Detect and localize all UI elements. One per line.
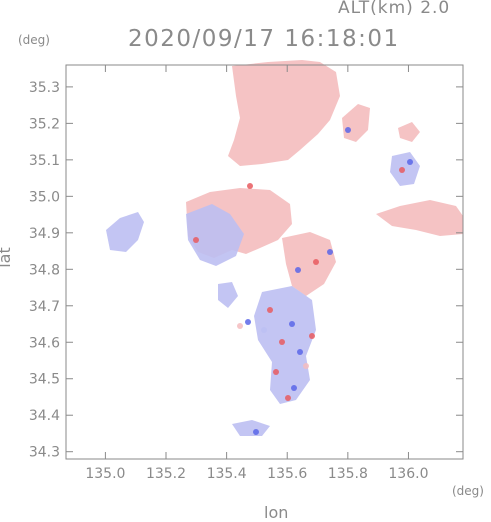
doppler-echo-layer xyxy=(106,60,463,436)
altitude-label: ALT(km) 2.0 xyxy=(338,0,451,18)
echo-speckle xyxy=(245,319,251,325)
echo-speckle xyxy=(407,159,413,165)
echo-speckle xyxy=(289,321,295,327)
y-tick-label: 34.5 xyxy=(29,372,60,388)
echo-speckle xyxy=(327,249,333,255)
echo-speckle xyxy=(279,339,285,345)
echo-region xyxy=(106,212,144,252)
y-tick-label: 34.6 xyxy=(29,335,60,351)
echo-region xyxy=(232,420,270,436)
echo-speckle xyxy=(267,307,273,313)
x-tick-label: 135.0 xyxy=(85,466,125,482)
echo-speckle xyxy=(291,385,297,391)
echo-speckle xyxy=(285,395,291,401)
x-axis-unit: (deg) xyxy=(452,484,484,498)
x-axis-label: lon xyxy=(264,503,289,522)
x-tick-label: 135.8 xyxy=(328,466,368,482)
echo-region xyxy=(390,152,420,186)
echo-speckle xyxy=(273,369,279,375)
echo-speckle xyxy=(309,333,315,339)
timestamp-title: 2020/09/17 16:18:01 xyxy=(128,26,400,52)
y-axis-unit: (deg) xyxy=(18,33,50,47)
y-tick-label: 34.8 xyxy=(29,262,60,278)
echo-speckle xyxy=(261,327,267,333)
y-tick-label: 34.4 xyxy=(29,408,60,424)
echo-speckle xyxy=(303,363,309,369)
echo-region xyxy=(186,204,244,266)
y-tick-label: 34.3 xyxy=(29,445,60,461)
echo-region xyxy=(376,200,463,236)
echo-speckle xyxy=(193,237,199,243)
echo-speckle xyxy=(345,127,351,133)
x-tick-label: 135.4 xyxy=(207,466,247,482)
x-tick-label: 136.0 xyxy=(388,466,428,482)
echo-region xyxy=(228,60,340,166)
x-tick-label: 135.2 xyxy=(146,466,186,482)
y-tick-label: 34.7 xyxy=(29,299,60,315)
y-tick-label: 35.3 xyxy=(29,80,60,96)
echo-region xyxy=(218,282,238,308)
echo-speckle xyxy=(237,323,243,329)
y-tick-label: 35.1 xyxy=(29,153,60,169)
y-tick-label: 35.0 xyxy=(29,189,60,205)
y-tick-label: 35.2 xyxy=(29,116,60,132)
echo-speckle xyxy=(399,167,405,173)
echo-region xyxy=(342,104,370,142)
echo-speckle xyxy=(297,349,303,355)
x-tick-label: 135.6 xyxy=(267,466,307,482)
echo-speckle xyxy=(313,259,319,265)
plot-frame xyxy=(65,64,464,460)
y-tick-label: 34.9 xyxy=(29,226,60,242)
echo-region xyxy=(254,286,316,404)
echo-region xyxy=(282,232,336,296)
echo-region xyxy=(398,122,420,142)
echo-speckle xyxy=(247,183,253,189)
echo-speckle xyxy=(295,267,301,273)
axis-ticks: 135.0 135.2 135.4 135.6 135.8 136.0 34.3 34.4 34… xyxy=(29,65,463,482)
echo-speckle xyxy=(253,429,259,435)
